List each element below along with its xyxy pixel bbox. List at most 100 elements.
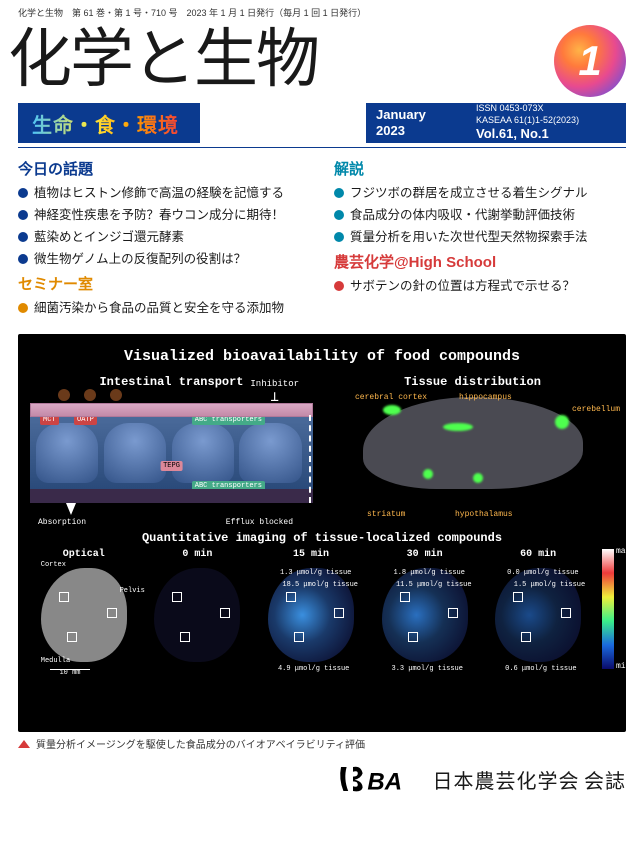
- pelvis-opt-label: Pelvis: [120, 588, 145, 596]
- cereb-label: cerebellum: [572, 405, 620, 414]
- abc-label-1: ABC transporters: [192, 417, 265, 425]
- volume: Vol.61, No.1: [476, 126, 616, 143]
- cortex-opt-label: Cortex: [41, 562, 66, 570]
- publication-info: 化学と生物 第 61 巻・第 1 号・710 号 2023 年 1 月 1 日発…: [0, 0, 640, 21]
- val-30c: 3.3 μmol/g tissue: [392, 666, 463, 674]
- tagline-box: 生命・食・環境: [18, 103, 200, 143]
- intestine-diagram: Inhibitor ⊥ MCT OATP ABC transporters AB…: [30, 393, 313, 513]
- tagline: 生命・食・環境: [32, 109, 179, 138]
- toc-item: フジツボの群居を成立させる着生シグナル: [334, 183, 626, 203]
- figure-bottom-row: Optical Cortex Pelvis Medulla 10 mm 0 mi…: [30, 549, 614, 689]
- section-title: セミナー室: [18, 273, 310, 294]
- toc-item: 質量分析を用いた次世代型天然物探索手法: [334, 227, 626, 247]
- tepg-label: TEPG: [160, 461, 183, 471]
- val-60c: 0.6 μmol/g tissue: [505, 666, 576, 674]
- subtitle-row: 生命・食・環境 January 2023 ISSN 0453-073X KASE…: [18, 103, 626, 143]
- title-row: 化学と生物 1: [0, 21, 640, 97]
- issue-number: 1: [578, 37, 601, 85]
- inhibitor-label: Inhibitor: [250, 379, 299, 389]
- val-60a: 0.0 μmol/g tissue: [507, 570, 578, 578]
- toc-item-text: 植物はヒストン修飾で高温の経験を記憶する: [34, 183, 284, 203]
- figure-top-row: Intestinal transport Inhibitor ⊥: [30, 375, 614, 525]
- triangle-icon: [18, 740, 30, 748]
- issn: ISSN 0453-073X: [476, 103, 616, 115]
- hippo-label: hippocampus: [459, 393, 512, 402]
- section-title: 今日の話題: [18, 158, 310, 179]
- caption-row: 質量分析イメージングを駆使した食品成分のバイオアベイラビリティ評価: [18, 736, 626, 751]
- val-15c: 4.9 μmol/g tissue: [278, 666, 349, 674]
- tp-label-1: 0 min: [144, 549, 252, 560]
- tissue-distribution-panel: Tissue distribution cerebral cortex hipp…: [331, 375, 614, 525]
- toc-item: サボテンの針の位置は方程式で示せる？: [334, 276, 626, 296]
- bullet-icon: [18, 254, 28, 264]
- intestinal-transport-panel: Intestinal transport Inhibitor ⊥: [30, 375, 313, 525]
- toc-item-text: 細菌汚染から食品の品質と安全を守る添加物: [34, 298, 284, 318]
- footer: BA 日本農芸化学会 会誌: [0, 751, 640, 799]
- scale-bar: 10 mm: [50, 669, 90, 678]
- toc-item: 微生物ゲノム上の反復配列の役割は？: [18, 249, 310, 269]
- tp-label-0: Optical: [30, 549, 138, 560]
- hypo-label: hypothalamus: [455, 510, 513, 519]
- toc-right-column: 解説フジツボの群居を成立させる着生シグナル食品成分の体内吸収・代謝挙動評価技術質…: [334, 154, 626, 320]
- toc-item-text: 微生物ゲノム上の反復配列の役割は？: [34, 249, 246, 269]
- figure-caption: 質量分析イメージングを駆使した食品成分のバイオアベイラビリティ評価: [36, 736, 365, 751]
- bullet-icon: [334, 232, 344, 242]
- absorption-label: Absorption: [38, 518, 86, 527]
- meta-box: ISSN 0453-073X KASEAA 61(1)1-52(2023) Vo…: [458, 103, 626, 143]
- bullet-icon: [334, 210, 344, 220]
- medulla-opt-label: Medulla: [41, 658, 70, 666]
- kaseaa: KASEAA 61(1)1-52(2023): [476, 115, 616, 127]
- timepoint-0: 0 min: [144, 549, 252, 668]
- section-title: 農芸化学@High School: [334, 251, 626, 272]
- tp-label-4: 60 min: [484, 549, 592, 560]
- mct-label: MCT: [40, 417, 59, 425]
- figure-title: Visualized bioavailability of food compo…: [30, 348, 614, 365]
- date-box: January 2023: [366, 103, 458, 143]
- panel-2-label: Tissue distribution: [331, 375, 614, 389]
- bullet-icon: [334, 281, 344, 291]
- cbar-max: max: [616, 547, 630, 556]
- val-15a: 1.3 μmol/g tissue: [280, 570, 351, 578]
- date-year: 2023: [376, 123, 448, 139]
- cover-figure: Visualized bioavailability of food compo…: [18, 334, 626, 732]
- bullet-icon: [18, 303, 28, 313]
- timepoint-60: 60 min 0.0 μmol/g tissue 1.5 μmol/g tiss…: [484, 549, 592, 668]
- val-60b: 1.5 μmol/g tissue: [514, 582, 585, 590]
- toc-item-text: 食品成分の体内吸収・代謝挙動評価技術: [350, 205, 575, 225]
- oatp-label: OATP: [74, 417, 97, 425]
- toc-item-text: 藍染めとインジゴ還元酵素: [34, 227, 184, 247]
- bullet-icon: [18, 232, 28, 242]
- bullet-icon: [18, 188, 28, 198]
- bullet-icon: [18, 210, 28, 220]
- tp-label-3: 30 min: [371, 549, 479, 560]
- date-month: January: [376, 107, 448, 123]
- journal-title: 化学と生物: [8, 27, 554, 91]
- brain-diagram: cerebral cortex hippocampus cerebellum s…: [331, 397, 614, 517]
- timepoint-30: 30 min 1.8 μmol/g tissue 11.5 μmol/g tis…: [371, 549, 479, 668]
- table-of-contents: 今日の話題植物はヒストン修飾で高温の経験を記憶する神経変性疾患を予防？春ウコン成…: [0, 148, 640, 320]
- colorbar: max min: [598, 549, 614, 669]
- society-name: 日本農芸化学会 会誌: [433, 765, 626, 794]
- timepoint-15: 15 min 1.3 μmol/g tissue 18.5 μmol/g tis…: [257, 549, 365, 668]
- toc-item: 神経変性疾患を予防？春ウコン成分に期待！: [18, 205, 310, 225]
- toc-item: 食品成分の体内吸収・代謝挙動評価技術: [334, 205, 626, 225]
- tp-label-2: 15 min: [257, 549, 365, 560]
- toc-item-text: フジツボの群居を成立させる着生シグナル: [350, 183, 588, 203]
- figure-subtitle: Quantitative imaging of tissue-localized…: [30, 531, 614, 545]
- efflux-label: Efflux blocked: [226, 518, 293, 527]
- toc-item-text: 質量分析を用いた次世代型天然物探索手法: [350, 227, 588, 247]
- cbar-min: min: [616, 662, 630, 671]
- cortex-label: cerebral cortex: [355, 393, 427, 402]
- toc-item: 植物はヒストン修飾で高温の経験を記憶する: [18, 183, 310, 203]
- bullet-icon: [334, 188, 344, 198]
- toc-left-column: 今日の話題植物はヒストン修飾で高温の経験を記憶する神経変性疾患を予防？春ウコン成…: [18, 154, 310, 320]
- issue-badge: 1: [554, 25, 626, 97]
- svg-text:BA: BA: [367, 768, 402, 795]
- toc-item: 藍染めとインジゴ還元酵素: [18, 227, 310, 247]
- abc-label-2: ABC transporters: [192, 481, 265, 489]
- striatum-label: striatum: [367, 510, 405, 519]
- val-30a: 1.8 μmol/g tissue: [394, 570, 465, 578]
- toc-item: 細菌汚染から食品の品質と安全を守る添加物: [18, 298, 310, 318]
- timepoint-optical: Optical Cortex Pelvis Medulla 10 mm: [30, 549, 138, 668]
- section-title: 解説: [334, 158, 626, 179]
